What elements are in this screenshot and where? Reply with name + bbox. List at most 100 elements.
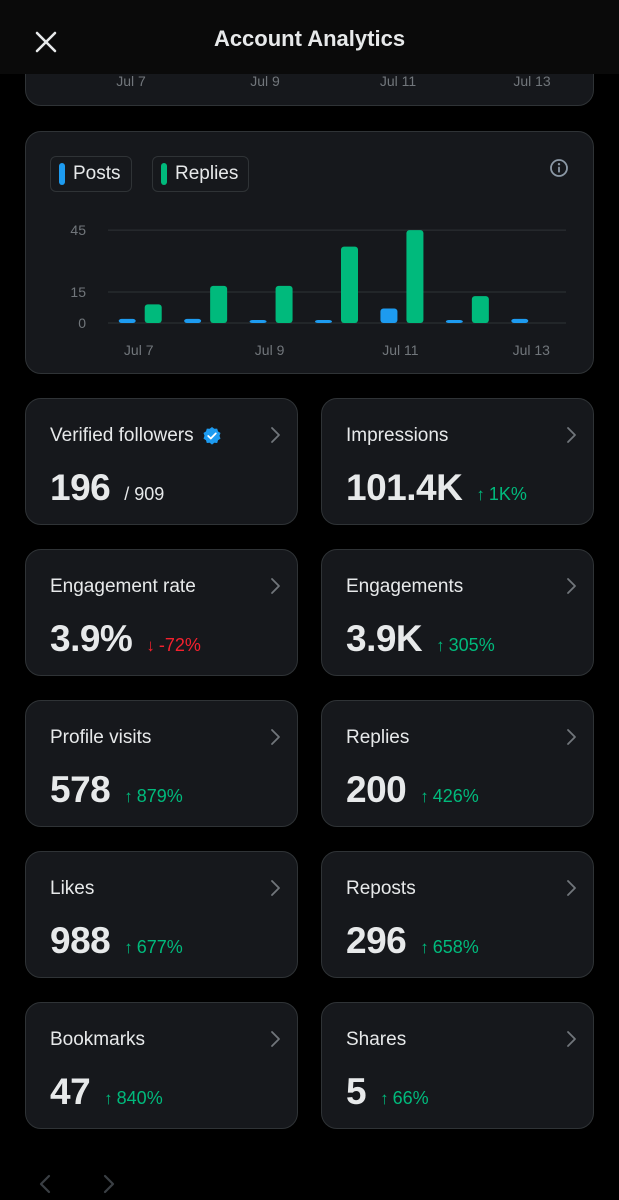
posts-bar [445, 320, 463, 323]
stat-title-text: Bookmarks [50, 1029, 146, 1050]
stat-card[interactable]: Bookmarks 47 ↑ 840% [25, 1002, 298, 1129]
stat-change-value: 840% [116, 1088, 163, 1108]
arrow-up-icon: ↑ [104, 1089, 113, 1108]
stat-value-row: 578 ↑ 879% [50, 769, 183, 811]
chevron-right-icon [565, 879, 577, 897]
stat-title-text: Replies [346, 727, 410, 748]
stat-card[interactable]: Engagement rate 3.9% ↓ -72% [25, 549, 298, 676]
y-tick-label: 0 [78, 315, 86, 331]
replies-bar [210, 285, 228, 323]
stat-value-row: 5 ↑ 66% [346, 1071, 429, 1113]
x-tick-label: Jul 9 [250, 73, 280, 89]
stat-card[interactable]: Verified followers 196 / 909 [25, 398, 298, 525]
legend-label: Replies [175, 163, 239, 184]
bar-chart: 45 15 0 Jul 7 Jul 9 Jul 11 Jul 13 [70, 222, 566, 358]
stat-change: ↑ 426% [420, 786, 479, 807]
chevron-right-icon [269, 728, 281, 746]
stat-change-value: 658% [432, 937, 479, 957]
arrow-up-icon: ↑ [380, 1089, 389, 1108]
chevron-left-icon[interactable] [34, 1172, 58, 1196]
stat-title: Verified followers [50, 425, 222, 447]
stat-title: Shares [346, 1029, 406, 1051]
stat-title-text: Shares [346, 1029, 407, 1050]
stat-title-text: Engagement rate [50, 576, 196, 597]
y-tick-label: 15 [70, 284, 86, 300]
stat-value-row: 988 ↑ 677% [50, 920, 183, 962]
posts-bar [315, 320, 332, 323]
chevron-right-icon [565, 577, 577, 595]
stat-card[interactable]: Likes 988 ↑ 677% [25, 851, 298, 978]
arrow-up-icon: ↑ [436, 636, 445, 655]
stat-change: ↑ 879% [124, 786, 183, 807]
stat-change-value: 879% [136, 786, 183, 806]
stat-title-text: Impressions [346, 425, 449, 446]
chevron-right-icon [565, 728, 577, 746]
stat-value-row: 296 ↑ 658% [346, 920, 479, 962]
top-bar: Account Analytics [0, 0, 619, 74]
stat-value: 47 [50, 1071, 91, 1112]
chevron-right-icon [269, 1030, 281, 1048]
legend-posts-toggle[interactable]: Posts [50, 156, 132, 192]
x-tick-label: Jul 7 [116, 73, 146, 89]
stat-change: ↑ 305% [436, 635, 495, 656]
stat-card[interactable]: Shares 5 ↑ 66% [321, 1002, 594, 1129]
stat-change: ↑ 66% [380, 1088, 429, 1109]
stat-value: 578 [50, 769, 111, 810]
stat-card[interactable]: Reposts 296 ↑ 658% [321, 851, 594, 978]
stat-title: Reposts [346, 878, 416, 900]
replies-bar [275, 285, 293, 323]
x-tick-label: Jul 7 [124, 342, 154, 358]
legend-replies-toggle[interactable]: Replies [152, 156, 250, 192]
stat-value-row: 3.9% ↓ -72% [50, 618, 201, 660]
stat-title: Bookmarks [50, 1029, 145, 1051]
stat-title-text: Verified followers [50, 425, 194, 446]
stat-change-value: 426% [432, 786, 479, 806]
stat-value-row: 3.9K ↑ 305% [346, 618, 495, 660]
x-tick-label: Jul 9 [255, 342, 285, 358]
replies-bar [341, 246, 358, 323]
stat-change: ↓ -72% [146, 635, 201, 656]
stat-card[interactable]: Impressions 101.4K ↑ 1K% [321, 398, 594, 525]
arrow-up-icon: ↑ [476, 485, 485, 504]
chevron-right-icon [269, 879, 281, 897]
stat-title: Engagements [346, 576, 463, 598]
stat-value: 200 [346, 769, 407, 810]
stat-value-row: 196 / 909 [50, 467, 164, 509]
stat-title: Engagement rate [50, 576, 196, 598]
stat-change: ↑ 840% [104, 1088, 163, 1109]
stat-title: Likes [50, 878, 94, 900]
y-tick-label: 45 [70, 222, 86, 238]
stat-value: 3.9% [50, 618, 133, 659]
stat-change-value: 66% [392, 1088, 429, 1108]
info-icon[interactable] [549, 158, 569, 178]
stat-value-row: 47 ↑ 840% [50, 1071, 163, 1113]
posts-swatch [59, 163, 65, 185]
x-tick-label: Jul 13 [513, 73, 551, 89]
stat-value-row: 200 ↑ 426% [346, 769, 479, 811]
chevron-right-icon[interactable] [96, 1172, 120, 1196]
stat-title-text: Likes [50, 878, 95, 899]
stat-value: 3.9K [346, 618, 423, 659]
stat-change-value: -72% [158, 635, 201, 655]
legend-label: Posts [73, 163, 121, 184]
close-icon[interactable] [30, 26, 62, 58]
stat-value: 101.4K [346, 467, 463, 508]
stat-card[interactable]: Profile visits 578 ↑ 879% [25, 700, 298, 827]
stat-change-value: 1K% [488, 484, 527, 504]
stat-card[interactable]: Engagements 3.9K ↑ 305% [321, 549, 594, 676]
chevron-right-icon [565, 426, 577, 444]
stat-change: ↑ 658% [420, 937, 479, 958]
stat-title: Impressions [346, 425, 448, 447]
replies-bar [406, 230, 424, 323]
x-tick-label: Jul 13 [513, 342, 551, 358]
stat-value: 196 [50, 467, 111, 508]
replies-bar [471, 296, 489, 323]
stat-title: Profile visits [50, 727, 151, 749]
stat-total: / 909 [124, 484, 165, 504]
posts-bar [249, 320, 267, 323]
stat-value: 296 [346, 920, 407, 961]
chevron-right-icon [269, 426, 281, 444]
posts-replies-chart-card: Posts Replies 45 15 0 Jul 7 Jul 9 Jul 11 Jul 1… [25, 131, 594, 374]
stat-card[interactable]: Replies 200 ↑ 426% [321, 700, 594, 827]
page-title: Account Analytics [213, 26, 406, 51]
